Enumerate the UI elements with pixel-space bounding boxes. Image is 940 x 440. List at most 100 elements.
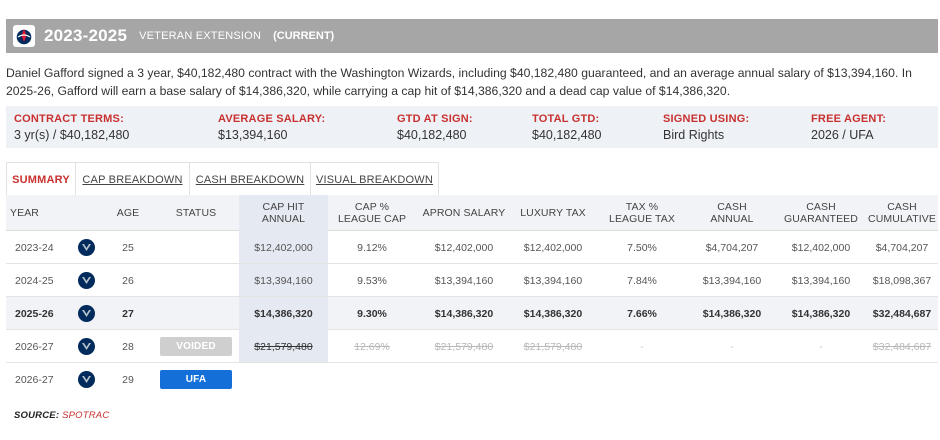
row-luxury: $14,386,320 [523, 307, 583, 320]
mavericks-logo-icon [76, 231, 96, 264]
table-row-current: 2025-26 27 $14,386,320 9.30% $14,386,320… [6, 297, 938, 330]
col-cash-cum-line2: CUMULATIVE [868, 213, 936, 225]
source-link[interactable]: SPOTRAC [62, 410, 110, 421]
row-tax-pct: 7.50% [627, 241, 657, 254]
row-age: 25 [122, 241, 134, 254]
mavericks-logo-icon [76, 363, 96, 396]
contract-type: VETERAN EXTENSION [139, 30, 262, 42]
row-apron: $12,402,000 [434, 241, 494, 254]
tab-cash-breakdown[interactable]: CASH BREAKDOWN [190, 163, 311, 196]
col-cap-hit-line2: ANNUAL [261, 213, 306, 225]
row-cash-cum: $32,484,687 [872, 307, 932, 320]
contract-header: 2023-2025 VETERAN EXTENSION (CURRENT) [6, 19, 938, 53]
row-age: 26 [122, 274, 134, 287]
table-row-ufa: 2026-27 29 UFA [6, 363, 938, 396]
row-luxury: $21,579,480 [523, 340, 583, 353]
col-cap-hit-line1: CAP HIT [262, 201, 305, 213]
row-cap-pct: 9.30% [357, 307, 387, 320]
row-year: 2024-25 [15, 274, 54, 287]
row-cap-hit: $12,402,000 [254, 241, 313, 254]
row-cap-hit: $21,579,480 [254, 340, 313, 353]
tab-cap-breakdown[interactable]: CAP BREAKDOWN [76, 163, 190, 196]
row-cash-cum: $18,098,367 [872, 274, 932, 287]
col-cash-guaranteed: CASH GUARANTEED [776, 195, 866, 231]
row-year: 2026-27 [15, 373, 54, 386]
col-tax-pct-line2: LEAGUE TAX [609, 213, 675, 225]
term-free-agent: FREE AGENT: 2026 / UFA [811, 113, 886, 142]
term-label: FREE AGENT: [811, 113, 887, 125]
row-year: 2026-27 [15, 340, 54, 353]
mavericks-logo-icon [76, 297, 96, 330]
col-cash-annual-line1: CASH [717, 201, 747, 213]
row-status: UFA [156, 363, 236, 396]
col-status: STATUS [175, 207, 217, 219]
wizards-logo-icon [13, 25, 35, 47]
row-cap-pct: 12.69% [354, 340, 390, 353]
mavericks-logo-icon [76, 264, 96, 297]
tab-summary[interactable]: SUMMARY [6, 163, 76, 196]
table-row-voided: 2026-27 28 VOIDED $21,579,480 12.69% $21… [6, 330, 938, 363]
contract-summary: Daniel Gafford signed a 3 year, $40,182,… [6, 66, 912, 98]
term-label: AVERAGE SALARY: [218, 113, 326, 125]
row-age: 28 [122, 340, 134, 353]
term-label: SIGNED USING: [663, 113, 750, 125]
source-label: SOURCE: [14, 410, 60, 421]
row-tax-pct: - [640, 340, 644, 353]
col-cap-pct-line1: CAP % [354, 201, 390, 213]
term-average-salary: AVERAGE SALARY: $13,394,160 [218, 113, 325, 142]
col-cash-gtd-line1: CASH [806, 201, 836, 213]
col-age: AGE [116, 207, 140, 219]
contract-years: 2023-2025 [44, 26, 128, 45]
tab-visual-breakdown[interactable]: VISUAL BREAKDOWN [311, 163, 439, 196]
row-cash-gtd: - [819, 340, 823, 353]
term-label: CONTRACT TERMS: [14, 113, 124, 125]
term-value: 3 yr(s) / $40,182,480 [14, 128, 130, 142]
row-cap-pct: 9.53% [357, 274, 387, 287]
row-year: 2025-26 [15, 307, 54, 320]
ufa-badge: UFA [160, 370, 232, 389]
col-cash-cum-line1: CASH [887, 201, 917, 213]
row-age: 29 [122, 373, 134, 386]
col-tax-pct: TAX % LEAGUE TAX [596, 195, 688, 231]
col-luxury-tax: LUXURY TAX [520, 207, 586, 219]
row-cap-pct: 9.12% [357, 241, 387, 254]
row-year: 2023-24 [15, 241, 54, 254]
contract-terms-strip: CONTRACT TERMS: 3 yr(s) / $40,182,480 AV… [6, 106, 938, 148]
col-cash-annual: CASH ANNUAL [688, 195, 776, 231]
row-apron: $14,386,320 [434, 307, 494, 320]
col-apron: APRON SALARY [422, 207, 506, 219]
term-signed-using: SIGNED USING: Bird Rights [663, 113, 749, 142]
row-luxury: $13,394,160 [523, 274, 583, 287]
row-luxury: $12,402,000 [523, 241, 583, 254]
row-apron: $21,579,480 [434, 340, 494, 353]
table-row: 2024-25 26 $13,394,160 9.53% $13,394,160… [6, 264, 938, 297]
col-tax-pct-line1: TAX % [625, 201, 659, 213]
row-cash-annual: $14,386,320 [702, 307, 762, 320]
col-cap-pct: CAP % LEAGUE CAP [328, 195, 416, 231]
table-row: 2023-24 25 $12,402,000 9.12% $12,402,000… [6, 231, 938, 264]
row-cap-hit: $13,394,160 [254, 274, 313, 287]
row-tax-pct: 7.66% [627, 307, 657, 320]
term-gtd-at-sign: GTD AT SIGN: $40,182,480 [397, 113, 473, 142]
row-tax-pct: 7.84% [627, 274, 657, 287]
contract-table: YEAR AGE STATUS CAP HIT ANNUAL CAP % LEAGU… [6, 195, 938, 395]
source-credit: SOURCE: SPOTRAC [14, 410, 109, 421]
row-apron: $13,394,160 [434, 274, 494, 287]
voided-badge: VOIDED [160, 337, 232, 356]
term-value: $40,182,480 [397, 128, 467, 142]
breakdown-tabs: SUMMARY CAP BREAKDOWN CASH BREAKDOWN VIS… [6, 162, 439, 196]
row-cash-annual: $13,394,160 [702, 274, 762, 287]
mavericks-logo-icon [76, 330, 96, 363]
term-value: Bird Rights [663, 128, 725, 142]
row-cash-gtd: $13,394,160 [791, 274, 851, 287]
term-value: 2026 / UFA [811, 128, 874, 142]
col-cash-annual-line2: ANNUAL [710, 213, 754, 225]
term-label: TOTAL GTD: [532, 113, 600, 125]
row-cash-gtd: $12,402,000 [791, 241, 851, 254]
term-value: $13,394,160 [218, 128, 288, 142]
row-cash-cum: $4,704,207 [875, 241, 929, 254]
term-total-gtd: TOTAL GTD: $40,182,480 [532, 113, 602, 142]
col-cap-hit: CAP HIT ANNUAL [239, 195, 328, 231]
row-cash-annual: $4,704,207 [705, 241, 759, 254]
term-label: GTD AT SIGN: [397, 113, 473, 125]
